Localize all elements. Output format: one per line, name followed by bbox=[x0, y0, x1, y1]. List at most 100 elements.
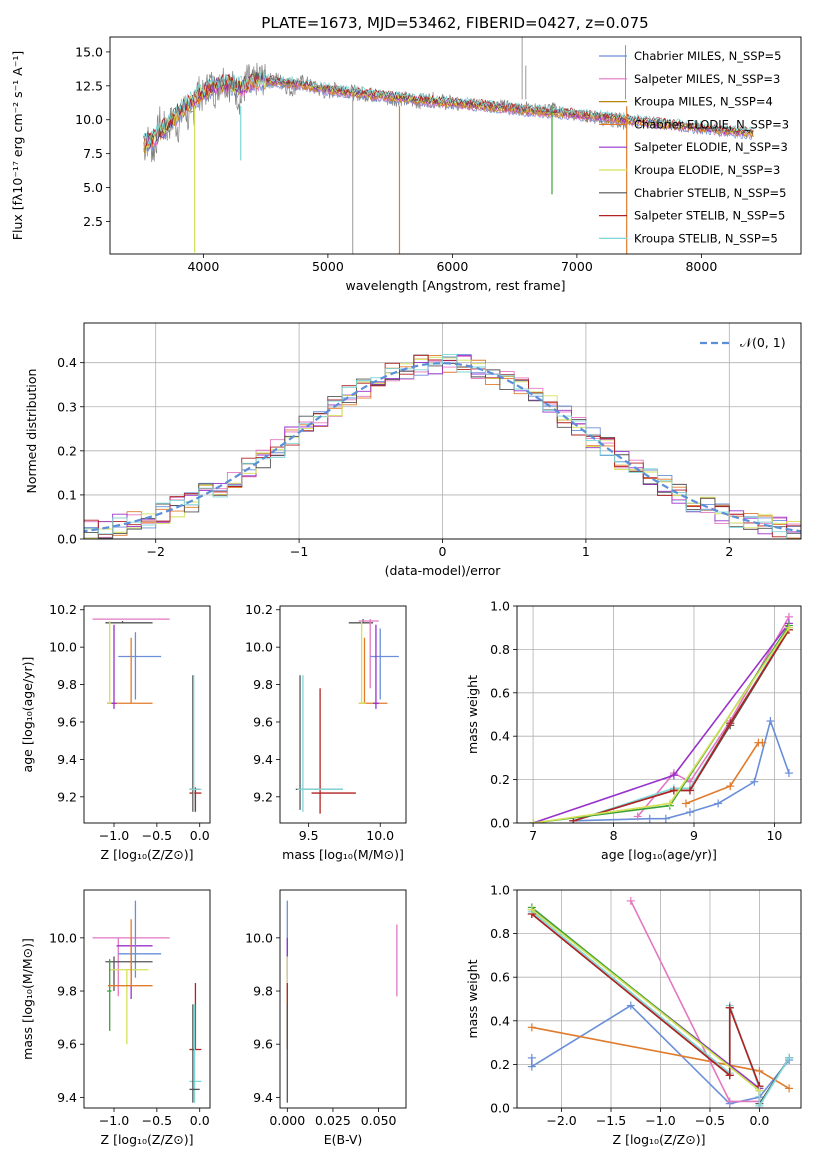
y-tick-label: 0.8 bbox=[490, 926, 510, 941]
plot-area bbox=[286, 900, 398, 1103]
y-tick-label: 12.5 bbox=[75, 78, 103, 93]
y-tick-label: 0.1 bbox=[57, 487, 77, 502]
chart-panel-3: −1.0 −0.5 0.0 9.2 9.4 9.6 9.8 10.0 10.2 Z [log₁₀(… bbox=[20, 602, 211, 862]
chart-panel-4: 9.5 10.0 9.2 9.4 9.6 9.8 10.0 10.2 mass [log₁₀(M… bbox=[245, 602, 407, 862]
y-tick-label: 7.5 bbox=[83, 146, 103, 161]
weight-series-line bbox=[573, 627, 790, 822]
x-tick-label: −0.5 bbox=[142, 1113, 172, 1128]
x-tick-label: −0.5 bbox=[142, 828, 172, 843]
plot-area bbox=[92, 618, 202, 812]
weight-series-line bbox=[532, 625, 790, 823]
x-tick-label: −1.5 bbox=[596, 1113, 626, 1128]
legend-label: Kroupa ELODIE, N_SSP=3 bbox=[634, 163, 780, 177]
y-tick-label: 5.0 bbox=[83, 180, 103, 195]
chart-panel-8: −2.0 −1.5 −1.0 −0.5 0.0 0.0 0.2 0.4 0.6 0.8 1.0 Z [… bbox=[465, 883, 802, 1147]
y-tick-label: 0.2 bbox=[490, 772, 510, 787]
y-axis-label: mass [log₁₀(M/M⊙)] bbox=[20, 938, 35, 1060]
y-tick-label: 9.2 bbox=[253, 789, 273, 804]
x-tick-label: −2.0 bbox=[546, 1113, 576, 1128]
x-tick-label: −0.5 bbox=[695, 1113, 725, 1128]
y-axis-label: mass weight bbox=[465, 675, 480, 754]
x-tick-label: 7 bbox=[529, 828, 537, 843]
y-tick-label: 0.8 bbox=[490, 642, 510, 657]
y-tick-label: 0.0 bbox=[57, 532, 77, 547]
weight-series-line bbox=[637, 616, 790, 818]
chart-panel-2: −2 −1 0 1 2 0.0 0.1 0.2 0.3 0.4 (data-model)/error… bbox=[24, 322, 802, 578]
legend-label: Salpeter STELIB, N_SSP=5 bbox=[634, 209, 785, 223]
x-axis-label: (data-model)/error bbox=[385, 563, 502, 578]
x-tick-label: 0.050 bbox=[361, 1113, 397, 1128]
y-tick-label: 9.2 bbox=[57, 789, 77, 804]
y-tick-label: 9.8 bbox=[253, 677, 273, 692]
x-tick-label: 5000 bbox=[312, 259, 344, 274]
chart-panel-1: 4000 5000 6000 7000 8000 2.5 5.0 7.5 10.0 12.5 15.… bbox=[10, 36, 802, 293]
x-tick-label: 0.0 bbox=[190, 1113, 210, 1128]
chart-panel-5: 7 8 9 10 0.0 0.2 0.4 0.6 0.8 1.0 age [log₁₀(age/yr… bbox=[465, 599, 802, 862]
y-tick-label: 10.0 bbox=[49, 640, 77, 655]
x-tick-label: 8000 bbox=[685, 259, 717, 274]
x-tick-label: 4000 bbox=[187, 259, 219, 274]
weight-series-line bbox=[685, 741, 763, 805]
x-axis-label: age [log₁₀(age/yr)] bbox=[601, 847, 717, 862]
y-tick-label: 10.0 bbox=[75, 112, 103, 127]
plot-area bbox=[143, 37, 754, 254]
y-tick-label: 0.3 bbox=[57, 399, 77, 414]
y-tick-label: 9.6 bbox=[57, 1037, 77, 1052]
legend: Chabrier MILES, N_SSP=5 Salpeter MILES, N… bbox=[599, 49, 789, 245]
x-tick-label: −1.0 bbox=[99, 828, 129, 843]
x-tick-label: 1 bbox=[582, 544, 590, 559]
axes-frame bbox=[516, 605, 802, 824]
x-tick-label: 0.0 bbox=[749, 1113, 769, 1128]
x-axis-label: Z [log₁₀(Z/Z⊙)] bbox=[101, 1132, 194, 1147]
y-tick-label: 9.4 bbox=[253, 752, 273, 767]
y-tick-label: 0.0 bbox=[490, 816, 510, 831]
y-tick-label: 0.6 bbox=[490, 970, 510, 985]
x-tick-label: 7000 bbox=[561, 259, 593, 274]
y-tick-label: 10.0 bbox=[245, 930, 273, 945]
weight-series-line bbox=[531, 913, 761, 1087]
x-tick-label: −1.0 bbox=[99, 1113, 129, 1128]
axes-frame bbox=[83, 322, 802, 540]
x-tick-label: 0.025 bbox=[315, 1113, 351, 1128]
y-tick-label: 0.4 bbox=[490, 729, 510, 744]
y-tick-label: 0.6 bbox=[490, 685, 510, 700]
y-tick-label: 1.0 bbox=[490, 883, 510, 898]
weight-series-line bbox=[573, 629, 790, 822]
x-tick-label: 9 bbox=[690, 828, 698, 843]
y-axis-label: Flux [fλ10⁻¹⁷ erg cm⁻² s⁻¹ A⁻¹] bbox=[10, 51, 25, 240]
axes-frame bbox=[109, 36, 802, 255]
x-axis-label: mass [log₁₀(M/M⊙)] bbox=[282, 847, 404, 862]
axes-frame bbox=[83, 889, 211, 1109]
x-tick-label: −1.0 bbox=[645, 1113, 675, 1128]
chart-panel-6: −1.0 −0.5 0.0 9.4 9.6 9.8 10.0 Z [log₁₀(Z/Z⊙)] m… bbox=[20, 889, 211, 1147]
y-tick-label: 9.4 bbox=[253, 1090, 273, 1105]
y-tick-label: 9.4 bbox=[57, 752, 77, 767]
weight-series-line bbox=[573, 629, 790, 822]
y-tick-label: 9.6 bbox=[253, 1037, 273, 1052]
histogram-series bbox=[84, 354, 801, 539]
x-tick-label: 0.0 bbox=[190, 828, 210, 843]
y-tick-label: 10.2 bbox=[49, 602, 77, 617]
x-tick-label: −2 bbox=[146, 544, 164, 559]
x-tick-label: 0.000 bbox=[269, 1113, 305, 1128]
plot-area bbox=[295, 619, 399, 814]
chart-panel-7: 0.000 0.025 0.050 9.4 9.6 9.8 10.0 E(B-V) bbox=[245, 889, 407, 1147]
x-tick-label: 8 bbox=[610, 828, 618, 843]
chart-title: PLATE=1673, MJD=53462, FIBERID=0427, z=0… bbox=[261, 14, 648, 32]
x-axis-label: E(B-V) bbox=[324, 1132, 363, 1147]
legend-label: Salpeter ELODIE, N_SSP=3 bbox=[634, 140, 788, 154]
x-axis-label: Z [log₁₀(Z/Z⊙)] bbox=[101, 847, 194, 862]
y-tick-label: 1.0 bbox=[490, 599, 510, 614]
y-tick-label: 0.0 bbox=[490, 1101, 510, 1116]
x-tick-label: 6000 bbox=[436, 259, 468, 274]
y-tick-label: 9.8 bbox=[57, 677, 77, 692]
y-axis-label: age [log₁₀(age/yr)] bbox=[20, 657, 35, 773]
y-tick-label: 9.4 bbox=[57, 1090, 77, 1105]
x-tick-label: 2 bbox=[725, 544, 733, 559]
y-tick-label: 10.0 bbox=[49, 930, 77, 945]
legend-label: Chabrier MILES, N_SSP=5 bbox=[634, 49, 781, 63]
x-tick-label: 10.0 bbox=[366, 828, 394, 843]
y-axis-label: mass weight bbox=[465, 959, 480, 1038]
x-tick-label: 10 bbox=[766, 828, 782, 843]
axes-frame bbox=[516, 889, 802, 1109]
